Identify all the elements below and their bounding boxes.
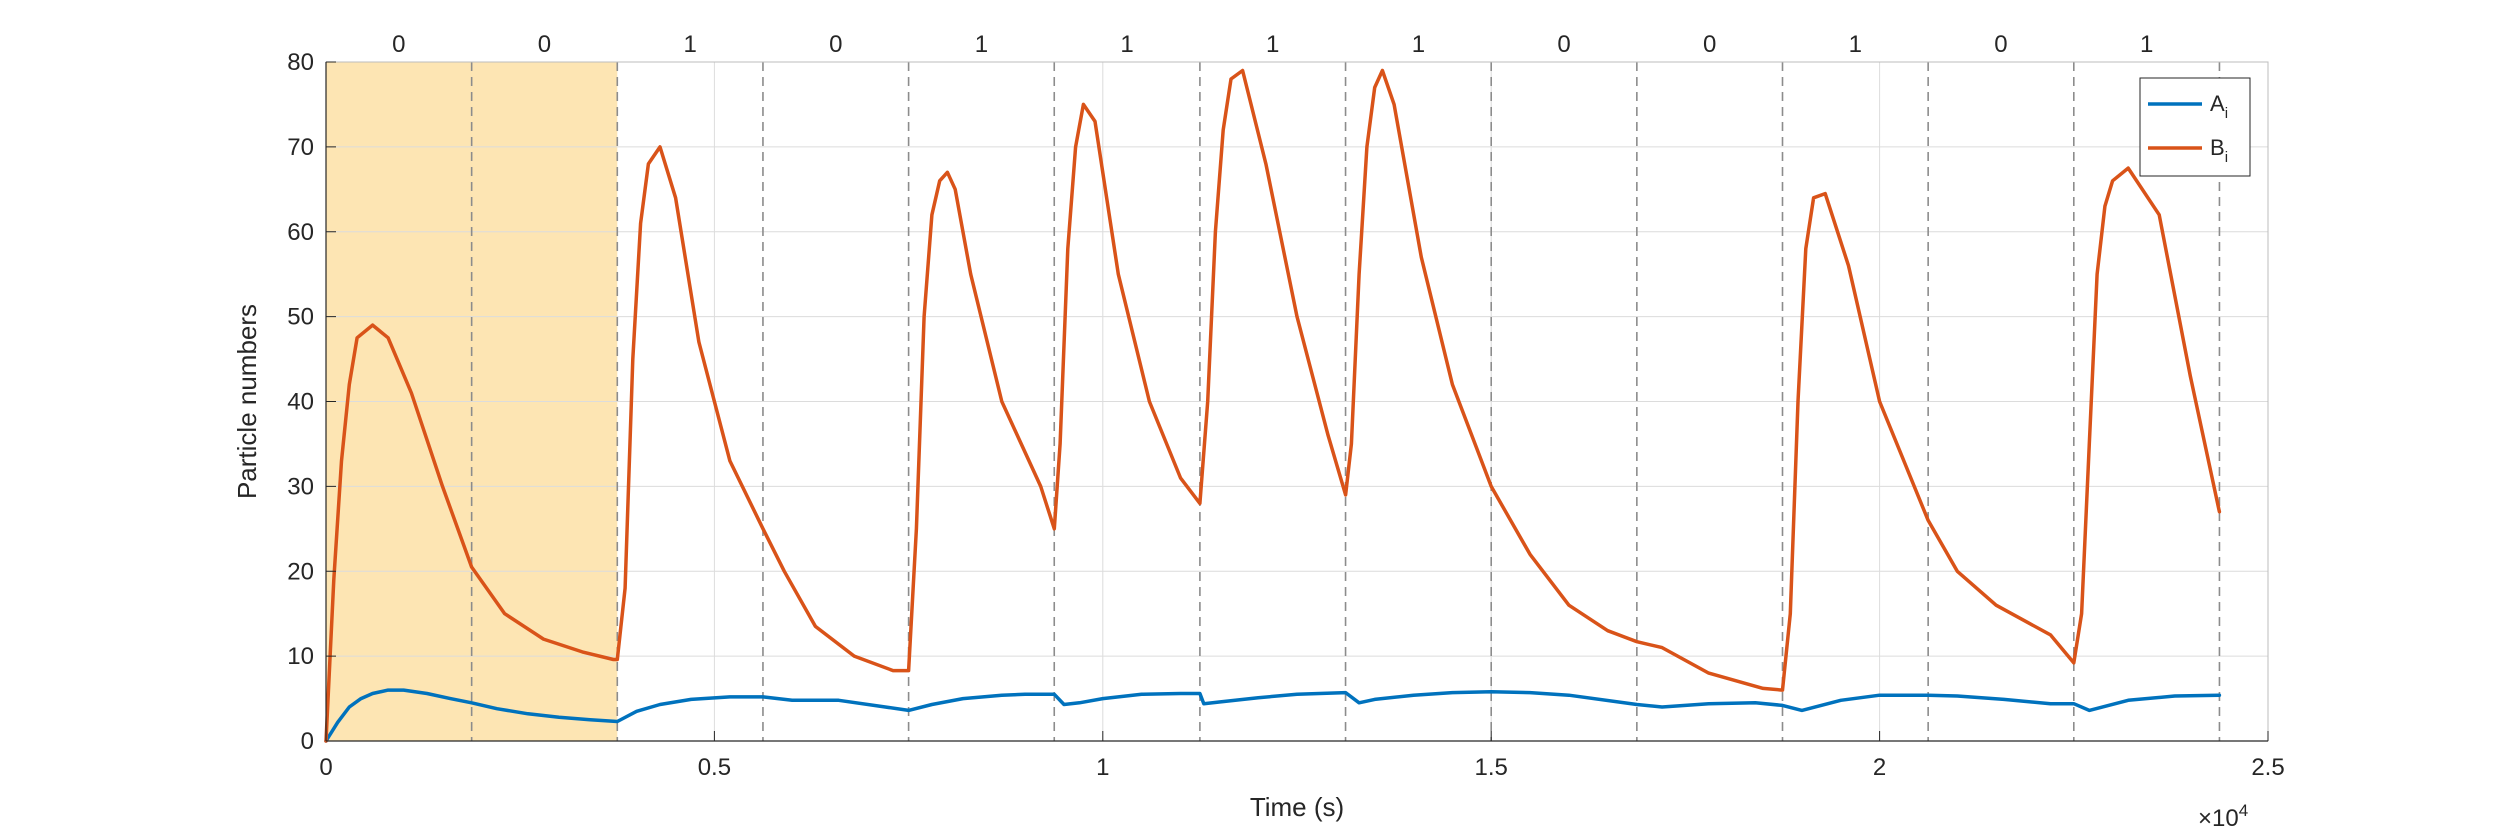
y-tick-label: 20 bbox=[287, 558, 314, 585]
segment-label: 0 bbox=[829, 31, 842, 58]
legend-label-b: Bi bbox=[2210, 135, 2228, 166]
x-axis-exponent-base: ×10 bbox=[2198, 805, 2239, 832]
segment-label: 0 bbox=[538, 31, 551, 58]
x-axis-exponent: ×104 bbox=[2198, 801, 2248, 832]
segment-label: 1 bbox=[1266, 31, 1279, 58]
axis-lines bbox=[325, 62, 2268, 742]
y-axis-ticks: 0 10 20 30 40 50 60 70 80 bbox=[287, 49, 336, 755]
y-tick-label: 0 bbox=[301, 728, 314, 755]
y-tick-label: 70 bbox=[287, 134, 314, 161]
segment-label: 1 bbox=[1412, 31, 1425, 58]
x-axis-exponent-power: 4 bbox=[2239, 801, 2248, 820]
series-line-b bbox=[324, 68, 2222, 743]
segment-labels: 0 0 1 0 1 1 1 1 0 0 1 0 1 bbox=[392, 31, 2153, 58]
y-tick-label: 80 bbox=[287, 49, 314, 76]
x-tick-label: 2 bbox=[1873, 754, 1886, 781]
series-line-a bbox=[324, 688, 2222, 743]
segment-label: 1 bbox=[2140, 31, 2153, 58]
segment-label: 0 bbox=[1703, 31, 1716, 58]
legend-label-b-subscript: i bbox=[2225, 149, 2228, 166]
y-tick-label: 40 bbox=[287, 389, 314, 416]
y-tick-label: 30 bbox=[287, 473, 314, 500]
y-tick-label: 10 bbox=[287, 643, 314, 670]
y-axis-label: Particle numbers bbox=[232, 304, 262, 499]
x-axis-ticks: 0 0.5 1 1.5 2 2.5 bbox=[319, 731, 2285, 781]
segment-label: 1 bbox=[975, 31, 988, 58]
legend-label-a: Ai bbox=[2210, 91, 2228, 122]
legend: Ai Bi bbox=[2139, 77, 2251, 177]
x-tick-label: 1.5 bbox=[1475, 754, 1508, 781]
segment-label: 1 bbox=[1849, 31, 1862, 58]
segment-label: 1 bbox=[1120, 31, 1133, 58]
series-layer bbox=[324, 68, 2222, 743]
y-tick-label: 50 bbox=[287, 304, 314, 331]
legend-box bbox=[2139, 77, 2251, 177]
x-tick-label: 0 bbox=[319, 754, 332, 781]
x-axis-label: Time (s) bbox=[1250, 792, 1344, 822]
segment-label: 1 bbox=[683, 31, 696, 58]
legend-label-a-subscript: i bbox=[2225, 105, 2228, 122]
legend-label-b-main: B bbox=[2210, 135, 2225, 160]
segment-label: 0 bbox=[1557, 31, 1570, 58]
legend-label-a-main: A bbox=[2210, 91, 2225, 116]
x-tick-label: 0.5 bbox=[698, 754, 731, 781]
x-tick-label: 2.5 bbox=[2251, 754, 2284, 781]
segment-label: 0 bbox=[1994, 31, 2007, 58]
y-tick-label: 60 bbox=[287, 219, 314, 246]
segment-label: 0 bbox=[392, 31, 405, 58]
x-tick-label: 1 bbox=[1096, 754, 1109, 781]
